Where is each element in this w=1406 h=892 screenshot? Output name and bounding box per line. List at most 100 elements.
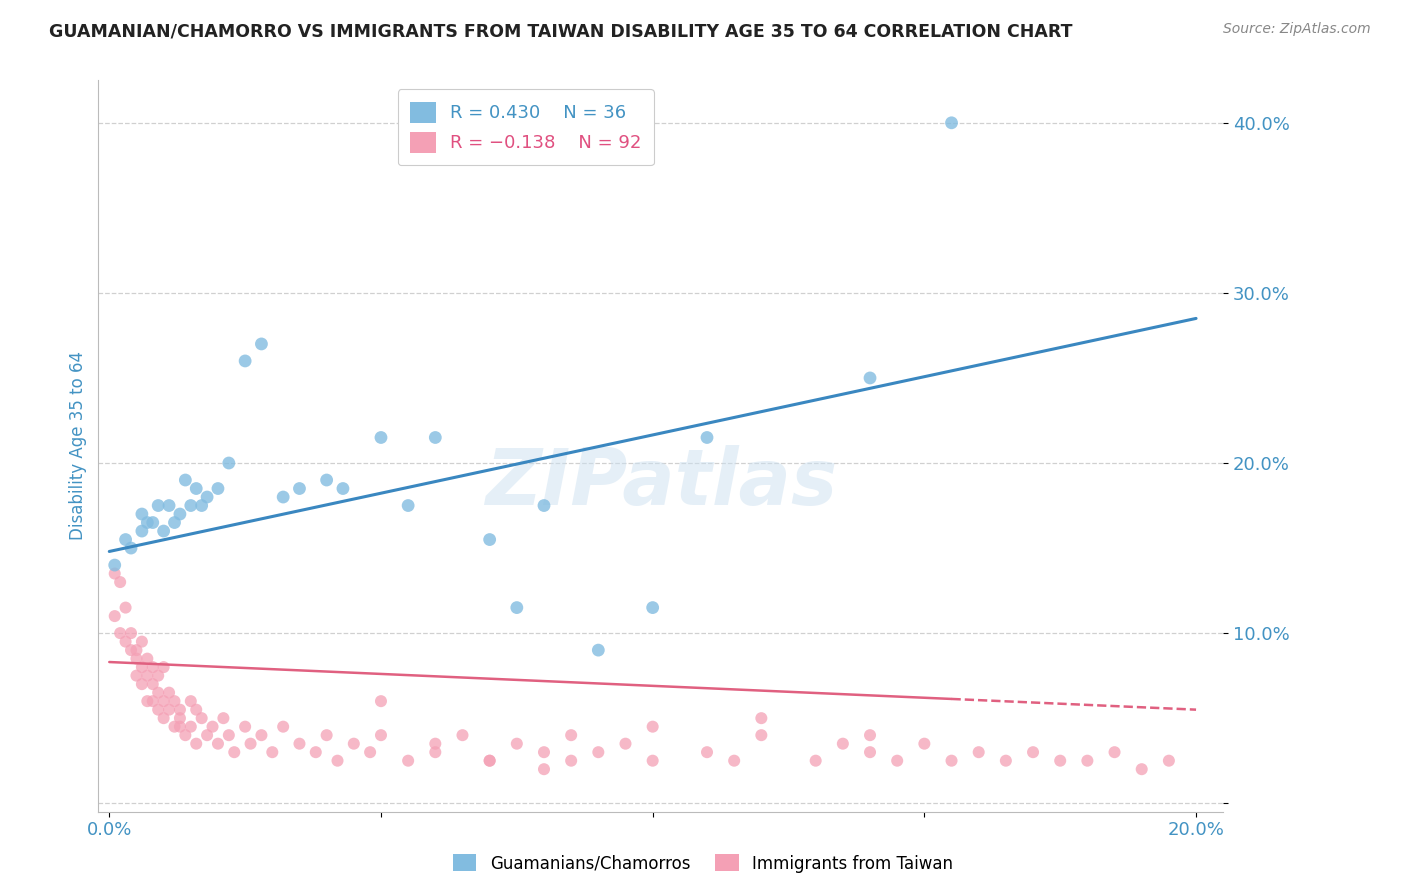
Point: [157, 703, 180, 717]
Point: [186, 703, 208, 717]
Point: [1104, 745, 1126, 759]
Point: [288, 737, 311, 751]
Legend: Guamanians/Chamorros, Immigrants from Taiwan: Guamanians/Chamorros, Immigrants from Ta…: [447, 847, 959, 880]
Point: [1022, 745, 1045, 759]
Point: [163, 720, 186, 734]
Point: [136, 694, 159, 708]
Text: Source: ZipAtlas.com: Source: ZipAtlas.com: [1223, 22, 1371, 37]
Point: [148, 668, 170, 682]
Point: [233, 354, 256, 368]
Point: [148, 703, 170, 717]
Point: [696, 430, 718, 444]
Point: [152, 711, 174, 725]
Point: [332, 482, 354, 496]
Point: [859, 371, 882, 385]
Point: [152, 660, 174, 674]
Point: [859, 728, 882, 742]
Point: [425, 430, 447, 444]
Point: [148, 499, 170, 513]
Legend: R = 0.430    N = 36, R = −0.138    N = 92: R = 0.430 N = 36, R = −0.138 N = 92: [398, 89, 654, 165]
Point: [186, 737, 208, 751]
Point: [533, 762, 555, 776]
Point: [108, 575, 131, 590]
Point: [131, 524, 153, 538]
Point: [136, 516, 159, 530]
Point: [859, 745, 882, 759]
Point: [207, 482, 229, 496]
Point: [174, 473, 197, 487]
Point: [142, 516, 165, 530]
Point: [451, 728, 474, 742]
Point: [288, 482, 311, 496]
Point: [315, 728, 337, 742]
Point: [749, 711, 772, 725]
Point: [120, 643, 142, 657]
Point: [641, 720, 664, 734]
Point: [370, 694, 392, 708]
Point: [1049, 754, 1071, 768]
Point: [169, 507, 191, 521]
Point: [131, 660, 153, 674]
Point: [641, 600, 664, 615]
Point: [250, 728, 273, 742]
Point: [326, 754, 349, 768]
Point: [174, 728, 197, 742]
Point: [478, 533, 501, 547]
Point: [749, 728, 772, 742]
Point: [180, 499, 202, 513]
Point: [163, 516, 186, 530]
Point: [218, 456, 240, 470]
Point: [218, 728, 240, 742]
Point: [195, 728, 218, 742]
Point: [271, 490, 294, 504]
Point: [125, 651, 148, 665]
Point: [370, 728, 392, 742]
Point: [169, 720, 191, 734]
Point: [114, 634, 136, 648]
Point: [560, 754, 582, 768]
Point: [108, 626, 131, 640]
Point: [201, 720, 224, 734]
Point: [506, 600, 529, 615]
Point: [506, 737, 529, 751]
Point: [396, 499, 419, 513]
Point: [588, 745, 610, 759]
Point: [186, 482, 208, 496]
Point: [359, 745, 381, 759]
Point: [190, 711, 212, 725]
Point: [305, 745, 328, 759]
Point: [641, 754, 664, 768]
Point: [370, 430, 392, 444]
Point: [104, 609, 127, 624]
Point: [136, 668, 159, 682]
Point: [994, 754, 1017, 768]
Point: [152, 524, 174, 538]
Point: [131, 634, 153, 648]
Y-axis label: Disability Age 35 to 64: Disability Age 35 to 64: [69, 351, 87, 541]
Point: [886, 754, 908, 768]
Point: [912, 737, 935, 751]
Point: [131, 677, 153, 691]
Point: [131, 507, 153, 521]
Point: [152, 694, 174, 708]
Point: [239, 737, 262, 751]
Point: [233, 720, 256, 734]
Point: [941, 116, 963, 130]
Point: [114, 600, 136, 615]
Point: [142, 677, 165, 691]
Point: [262, 745, 284, 759]
Point: [125, 643, 148, 657]
Point: [120, 541, 142, 555]
Point: [588, 643, 610, 657]
Point: [157, 686, 180, 700]
Point: [478, 754, 501, 768]
Point: [148, 686, 170, 700]
Point: [157, 499, 180, 513]
Point: [190, 499, 212, 513]
Point: [104, 566, 127, 581]
Point: [180, 694, 202, 708]
Point: [1130, 762, 1153, 776]
Point: [120, 626, 142, 640]
Point: [207, 737, 229, 751]
Point: [967, 745, 990, 759]
